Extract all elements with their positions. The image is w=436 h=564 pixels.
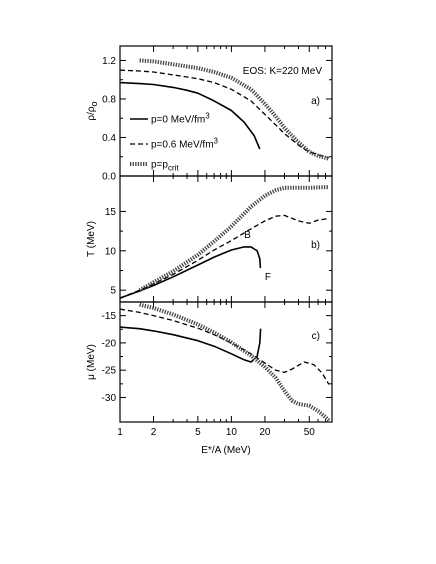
y-tick-label: 0.8	[102, 94, 116, 105]
shared-x-axis: 1 2 5 10 20 50 E*/A (MeV)	[117, 427, 315, 456]
panels: 0.0 0.4 0.8 1.2 ρ/ρo a) EOS: K=220 MeV 5 10 15 T (…	[86, 45, 333, 423]
y-tick-label: 10	[105, 246, 117, 257]
y-tick-label: 5	[110, 286, 116, 297]
series-group-b	[120, 185, 329, 299]
y-tick-label: 0.4	[102, 133, 116, 144]
y-axis-title-c: μ (MeV)	[86, 344, 97, 380]
panel-label-c: c)	[312, 331, 320, 342]
point-label-F: F	[265, 272, 271, 283]
x-tick-label: 20	[259, 427, 271, 438]
panel-label-b: b)	[311, 240, 320, 251]
series-line-p0-c	[120, 326, 262, 363]
y-tick-label: -25	[102, 366, 117, 377]
panel-c: -15 -20 -25 -30 μ (MeV) c)	[86, 301, 333, 423]
x-tick-label: 2	[151, 427, 157, 438]
series-group-c	[120, 302, 331, 422]
series-line-pcrit-b	[138, 185, 329, 292]
series-line-p0-a	[120, 81, 261, 150]
legend: p=0 MeV/fm3 p=0.6 MeV/fm3 p=pcrit	[130, 112, 219, 173]
series-group-a	[120, 58, 330, 161]
legend-label-p06: p=0.6 MeV/fm3	[151, 137, 219, 151]
series-line-p06-c	[120, 308, 330, 385]
y-tick-label: -30	[102, 393, 117, 404]
y-axis-title-a: ρ/ρo	[86, 101, 99, 120]
y-tick-label: 1.2	[102, 56, 116, 67]
series-line-p0-b	[120, 246, 262, 299]
x-tick-label: 10	[226, 427, 238, 438]
y-tick-label: -15	[102, 311, 117, 322]
y-axis-title-b: T (MeV)	[86, 221, 97, 257]
x-tick-label: 5	[195, 427, 201, 438]
y-tick-label: 15	[105, 207, 117, 218]
legend-label-pcrit: p=pcrit	[151, 160, 179, 173]
series-line-pcrit-c	[139, 302, 331, 422]
x-axis-title: E*/A (MeV)	[201, 445, 250, 456]
y-tick-label: -20	[102, 338, 117, 349]
x-tick-label: 50	[304, 427, 316, 438]
y-tick-label: 0.0	[102, 172, 116, 183]
x-tick-label: 1	[117, 427, 123, 438]
panel-b: 5 10 15 T (MeV) b) B F	[86, 175, 333, 303]
legend-label-p0: p=0 MeV/fm3	[151, 112, 210, 126]
panel-label-a: a)	[311, 96, 320, 107]
point-label-B: B	[244, 230, 251, 241]
series-line-p06-b	[120, 214, 329, 299]
series-line-p06-a	[120, 69, 330, 159]
eos-annotation: EOS: K=220 MeV	[243, 66, 323, 77]
